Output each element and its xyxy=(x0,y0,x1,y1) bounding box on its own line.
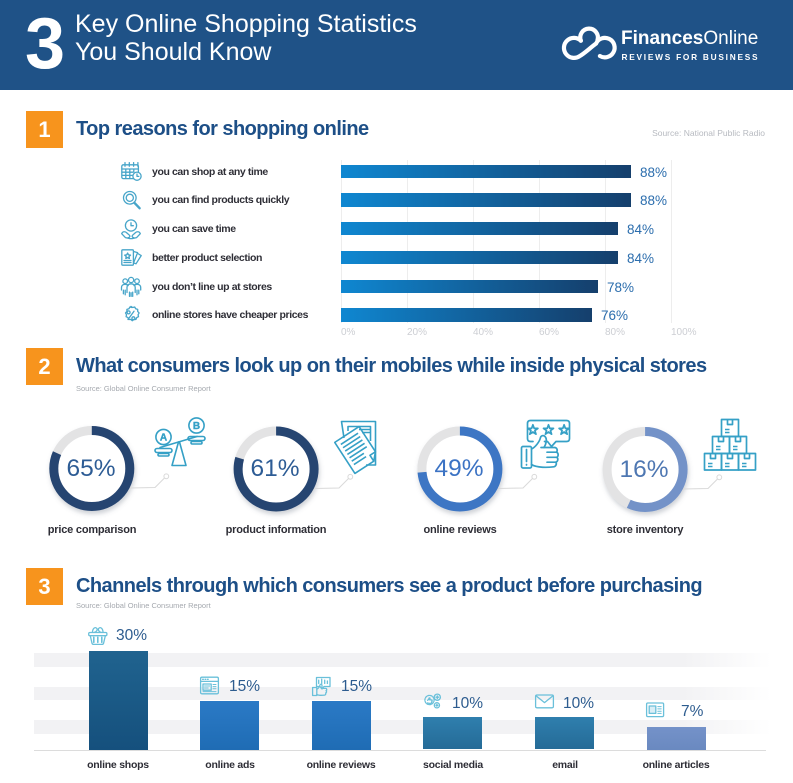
svg-text:A: A xyxy=(160,433,167,444)
svg-text:B: B xyxy=(193,421,200,432)
